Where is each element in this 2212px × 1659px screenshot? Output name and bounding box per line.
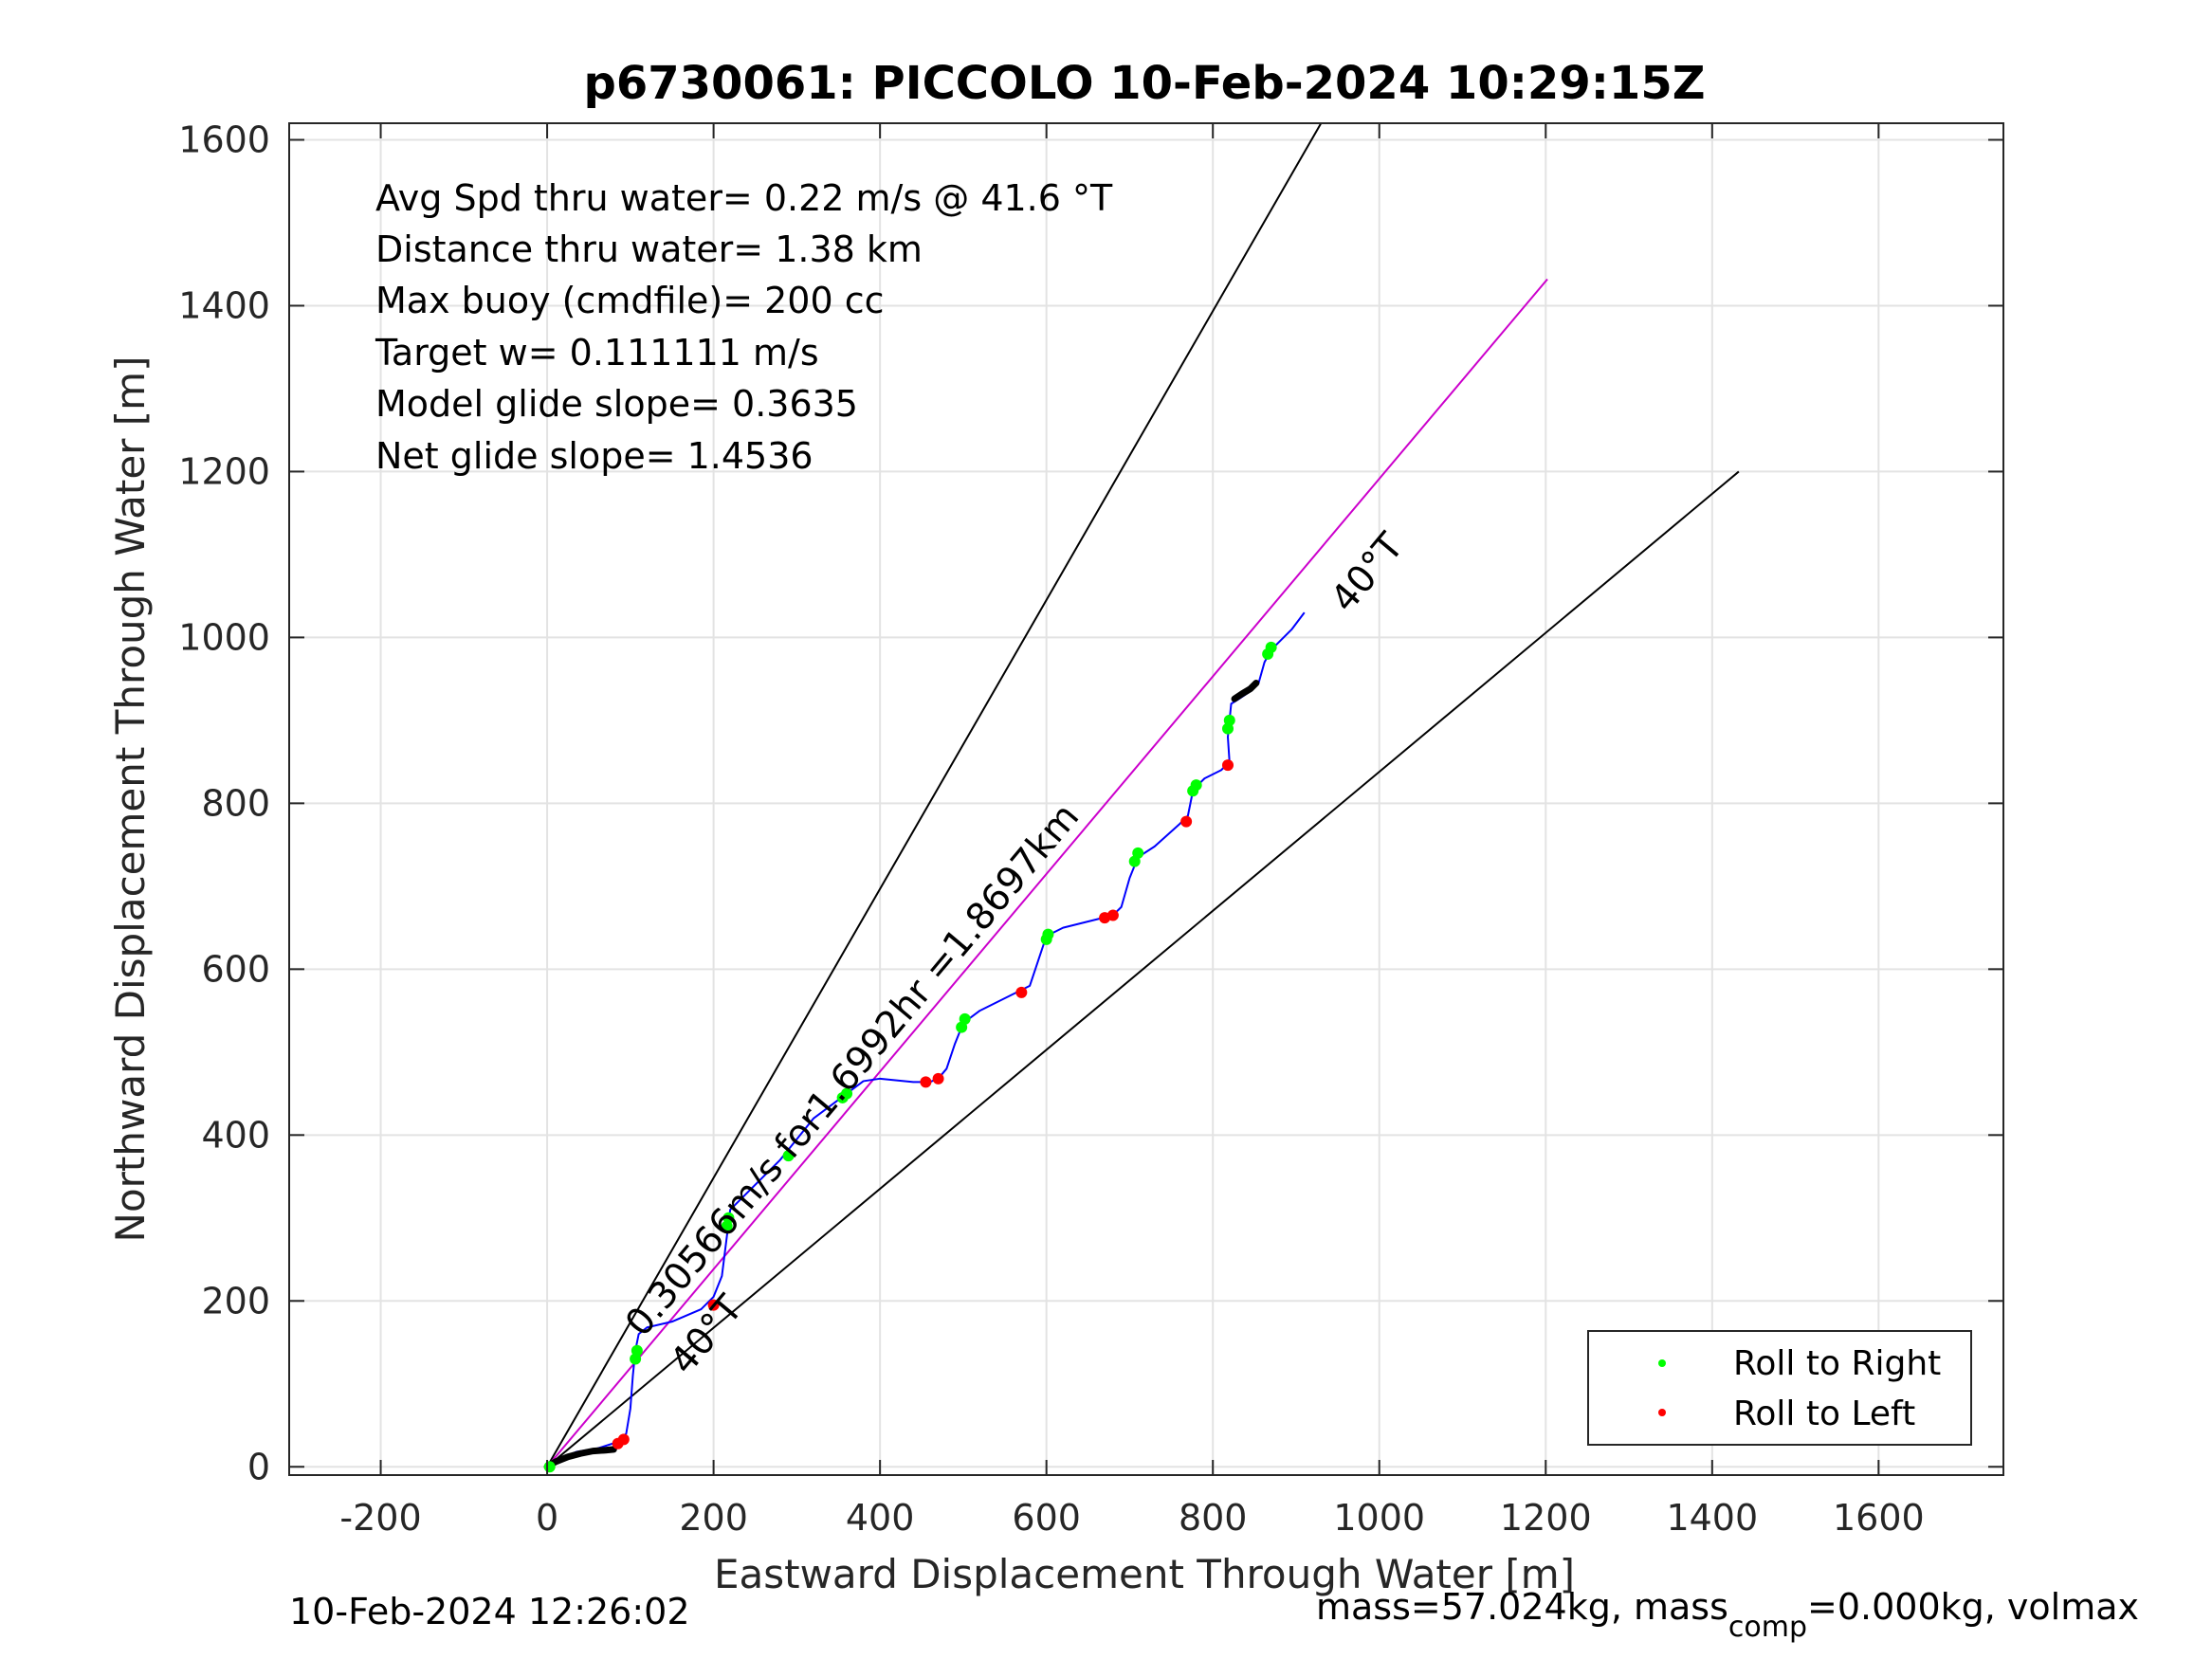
roll-left-point (1180, 815, 1193, 828)
legend: Roll to Right Roll to Left (1587, 1330, 1972, 1446)
roll-right-point (1223, 714, 1235, 726)
roll-markers (543, 641, 1277, 1473)
reference-lines (546, 122, 1740, 1468)
roll-right-point (782, 1150, 795, 1162)
x-tick-label: 1600 (1833, 1497, 1925, 1539)
roll-left-point (1015, 986, 1028, 998)
track-line (546, 611, 1306, 1468)
roll-right-point (722, 1212, 735, 1224)
x-axis-label: Eastward Displacement Through Water [m] (714, 1551, 1575, 1597)
x-tick-label: 800 (1179, 1497, 1248, 1539)
roll-right-point (1132, 847, 1144, 859)
x-tick-label: 1400 (1666, 1497, 1758, 1539)
x-tick-label: 200 (679, 1497, 748, 1539)
info-avg-speed: Avg Spd thru water= 0.22 m/s @ 41.6 °T (375, 177, 1113, 219)
roll-right-point (841, 1087, 853, 1100)
y-tick-label: 1200 (178, 450, 270, 492)
roll-left-point (920, 1076, 932, 1088)
roll-left-point (1222, 759, 1234, 772)
info-distance: Distance thru water= 1.38 km (375, 228, 923, 270)
legend-marker-roll-right (1658, 1359, 1666, 1367)
y-tick-label: 1400 (178, 284, 270, 326)
footer-timestamp: 10-Feb-2024 12:26:02 (289, 1591, 690, 1632)
axis-ticks: -200 0 200 400 600 800 1000 1200 1400 1600 0 200 400… (178, 118, 2003, 1539)
x-tick-label: 600 (1012, 1497, 1081, 1539)
x-tick-label: 0 (536, 1497, 558, 1539)
roll-right-point (1190, 779, 1202, 792)
y-tick-label: 1600 (178, 118, 270, 160)
info-net-glide: Net glide slope= 1.4536 (375, 435, 814, 477)
plot-area (289, 123, 2003, 1475)
reference-line-3 (546, 278, 1548, 1468)
reference-line-2 (546, 470, 1740, 1468)
y-axis-label: Northward Displacement Through Water [m] (107, 356, 154, 1243)
roll-right-point (1042, 928, 1054, 940)
footer-mass-text: mass=57.024kg, masscomp=0.000kg, volmax (1316, 1586, 2139, 1644)
legend-label-roll-right: Roll to Right (1733, 1344, 1941, 1383)
y-tick-label: 1000 (178, 616, 270, 658)
roll-left-point (932, 1072, 944, 1085)
track-group (543, 611, 1306, 1470)
roll-left-point (707, 1299, 720, 1311)
chart-title: p6730061: PICCOLO 10-Feb-2024 10:29:15Z (583, 57, 1705, 110)
y-tick-label: 0 (247, 1446, 270, 1487)
y-tick-label: 600 (201, 948, 270, 990)
bold-track-segment (1231, 680, 1260, 702)
x-tick-label: 1200 (1500, 1497, 1592, 1539)
legend-box (1587, 1330, 1972, 1446)
legend-label-roll-left: Roll to Left (1733, 1395, 1915, 1433)
roll-right-point (1265, 641, 1277, 653)
plot-frame (288, 122, 2004, 1476)
roll-right-point (631, 1344, 643, 1357)
roll-right-point (543, 1461, 556, 1473)
bold-track-segment (543, 1446, 617, 1470)
footer-mass-subscript: comp (1728, 1611, 1807, 1644)
footer-mass-suffix: =0.000kg, volmax (1807, 1586, 2139, 1628)
info-target-w: Target w= 0.111111 m/s (375, 332, 819, 374)
info-model-glide: Model glide slope= 0.3635 (375, 383, 858, 425)
legend-marker-roll-left (1658, 1409, 1666, 1416)
y-tick-label: 800 (201, 782, 270, 824)
info-box: Avg Spd thru water= 0.22 m/s @ 41.6 °T D… (375, 177, 1113, 477)
y-tick-label: 200 (201, 1280, 270, 1322)
roll-right-point (959, 1012, 971, 1025)
x-tick-label: 400 (846, 1497, 915, 1539)
info-max-buoy: Max buoy (cmdfile)= 200 cc (375, 280, 885, 321)
x-tick-label: -200 (339, 1497, 421, 1539)
footer-mass-prefix: mass=57.024kg, mass (1316, 1586, 1728, 1628)
roll-left-point (1106, 909, 1119, 921)
roll-left-point (617, 1433, 630, 1446)
reference-line-1 (546, 122, 1323, 1468)
y-tick-label: 400 (201, 1114, 270, 1156)
grid-lines (289, 123, 2003, 1475)
x-tick-label: 1000 (1333, 1497, 1425, 1539)
